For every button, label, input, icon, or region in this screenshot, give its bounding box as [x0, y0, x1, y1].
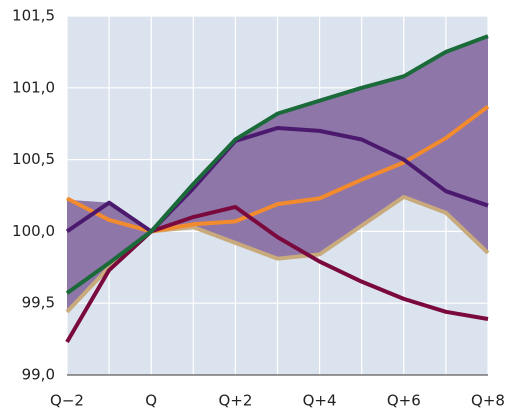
range-band — [67, 36, 488, 311]
x-tick-label: Q+6 — [387, 392, 421, 410]
x-tick-label: Q — [145, 392, 157, 410]
y-tick-label: 101,5 — [12, 7, 55, 25]
y-tick-label: 101,0 — [12, 78, 55, 96]
x-tick-label: Q+2 — [218, 392, 252, 410]
x-tick-label: Q+8 — [471, 392, 505, 410]
y-tick-label: 99,5 — [22, 294, 55, 312]
y-tick-label: 100,5 — [12, 150, 55, 168]
series-line — [65, 34, 489, 295]
x-tick-label: Q+4 — [303, 392, 337, 410]
series-line — [65, 126, 489, 234]
series-line — [66, 104, 490, 234]
y-tick-label: 100,0 — [12, 222, 55, 240]
y-tick-label: 99,0 — [22, 366, 55, 384]
x-tick-label: Q−2 — [50, 392, 84, 410]
